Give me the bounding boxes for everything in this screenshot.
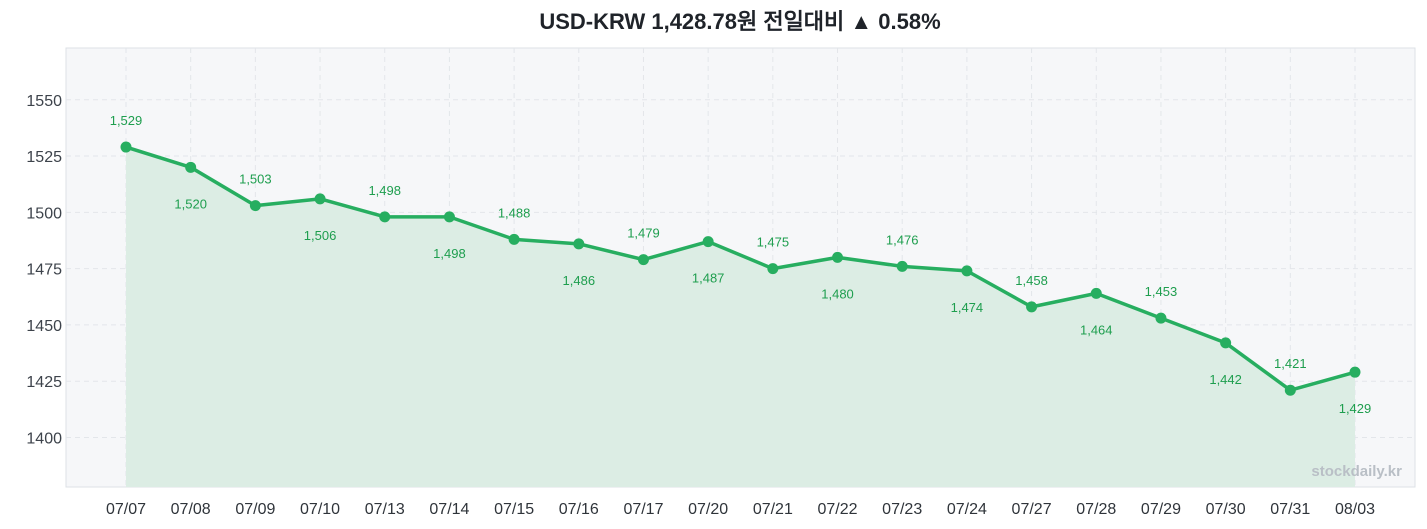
data-point-07-27 — [1026, 301, 1038, 313]
x-tick-label: 07/31 — [1270, 501, 1310, 518]
y-tick-label: 1550 — [26, 93, 62, 110]
data-point-07-14 — [443, 211, 455, 223]
data-point-07-24 — [961, 265, 973, 277]
x-tick-label: 07/08 — [171, 501, 211, 518]
x-tick-label: 07/30 — [1206, 501, 1246, 518]
data-point-07-13 — [379, 211, 391, 223]
data-label-07-16: 1,486 — [563, 273, 596, 288]
y-tick-label: 1425 — [26, 374, 62, 391]
y-tick-label: 1475 — [26, 262, 62, 279]
y-tick-label: 1450 — [26, 318, 62, 335]
data-point-07-15 — [508, 233, 520, 245]
data-label-07-31: 1,421 — [1274, 356, 1307, 371]
chart-title: USD-KRW 1,428.78원 전일대비 ▲ 0.58% — [539, 9, 940, 34]
data-point-07-08 — [185, 161, 197, 173]
data-label-07-21: 1,475 — [757, 235, 790, 250]
x-tick-label: 07/28 — [1076, 501, 1116, 518]
area-fill — [126, 147, 1355, 488]
data-labels: 1,529 1,520 1,503 1,506 1,498 1,498 1,488 1,486… — [110, 113, 1372, 416]
data-label-07-20: 1,487 — [692, 271, 725, 286]
data-point-07-31 — [1284, 384, 1296, 396]
data-label-07-22: 1,480 — [821, 286, 854, 301]
area-fill-layer — [126, 147, 1355, 488]
data-points — [120, 141, 1361, 396]
x-tick-label: 07/23 — [882, 501, 922, 518]
data-label-07-07: 1,529 — [110, 113, 143, 128]
x-tick-label: 07/24 — [947, 501, 987, 518]
data-label-07-08: 1,520 — [174, 196, 207, 211]
data-label-07-24: 1,474 — [951, 300, 984, 315]
x-tick-label: 07/20 — [688, 501, 728, 518]
data-label-07-23: 1,476 — [886, 232, 919, 247]
x-tick-label: 07/29 — [1141, 501, 1181, 518]
data-point-07-16 — [573, 238, 585, 250]
x-tick-label: 08/03 — [1335, 501, 1375, 518]
data-point-07-28 — [1090, 287, 1102, 299]
data-label-07-14: 1,498 — [433, 246, 466, 261]
x-tick-label: 07/27 — [1012, 501, 1052, 518]
y-axis-ticks: 1400 1425 1450 1475 1500 1525 1550 — [26, 93, 62, 448]
data-label-07-13: 1,498 — [368, 183, 401, 198]
y-tick-label: 1500 — [26, 205, 62, 222]
x-tick-label: 07/16 — [559, 501, 599, 518]
data-label-07-27: 1,458 — [1015, 273, 1048, 288]
data-point-07-23 — [896, 260, 908, 272]
data-point-07-07 — [120, 141, 132, 153]
data-point-07-10 — [314, 193, 326, 205]
x-tick-label: 07/22 — [818, 501, 858, 518]
series-line — [124, 145, 1357, 392]
data-point-07-09 — [249, 200, 261, 212]
x-tick-label: 07/07 — [106, 501, 146, 518]
data-label-07-10: 1,506 — [304, 228, 337, 243]
x-tick-label: 07/10 — [300, 501, 340, 518]
x-tick-label: 07/14 — [429, 501, 469, 518]
x-axis-ticks: 07/07 07/08 07/09 07/10 07/13 07/14 07/15 07/16… — [106, 501, 1375, 518]
x-tick-label: 07/21 — [753, 501, 793, 518]
y-tick-label: 1525 — [26, 149, 62, 166]
data-label-08-03: 1,429 — [1339, 401, 1372, 416]
data-point-07-29 — [1155, 312, 1167, 324]
y-tick-label: 1400 — [26, 430, 62, 447]
data-label-07-29: 1,453 — [1145, 284, 1178, 299]
data-label-07-09: 1,503 — [239, 172, 272, 187]
x-tick-label: 07/15 — [494, 501, 534, 518]
series-line-layer — [124, 145, 1357, 392]
data-label-07-30: 1,442 — [1209, 372, 1242, 387]
watermark: stockdaily.kr — [1311, 463, 1402, 480]
x-tick-label: 07/13 — [365, 501, 405, 518]
data-label-07-17: 1,479 — [627, 226, 660, 241]
data-point-08-03 — [1349, 366, 1361, 378]
data-point-07-20 — [702, 236, 714, 248]
x-tick-label: 07/09 — [235, 501, 275, 518]
data-point-07-30 — [1220, 337, 1232, 349]
data-point-07-22 — [832, 251, 844, 263]
data-point-07-21 — [767, 263, 779, 275]
data-point-07-17 — [637, 254, 649, 266]
x-tick-label: 07/17 — [623, 501, 663, 518]
data-label-07-28: 1,464 — [1080, 322, 1113, 337]
data-label-07-15: 1,488 — [498, 205, 531, 220]
